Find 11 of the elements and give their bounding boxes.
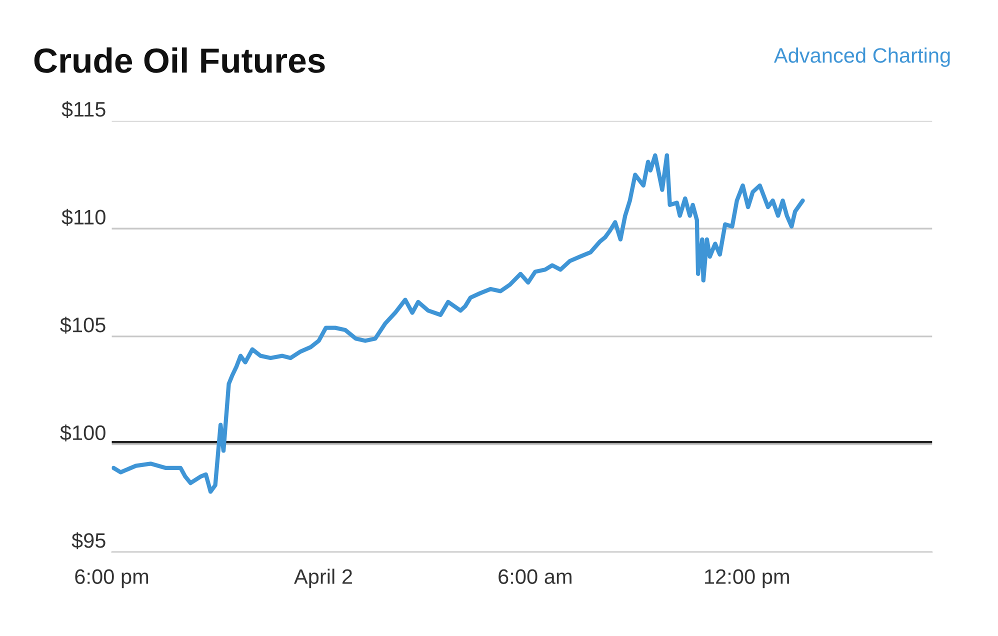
chart-title: Crude Oil Futures bbox=[34, 47, 325, 73]
y-tick-label: $110 bbox=[62, 208, 106, 226]
x-tick-label: April 2 bbox=[294, 568, 352, 588]
y-tick-label: $95 bbox=[72, 532, 106, 550]
y-tick-label: $100 bbox=[60, 424, 106, 442]
x-tick-label: 6:00 am bbox=[498, 569, 572, 584]
x-tick-label: 12:00 pm bbox=[705, 569, 789, 588]
y-tick-label: $105 bbox=[60, 316, 106, 334]
x-tick-label: 6:00 pm bbox=[75, 569, 148, 588]
text: Advanced Charting bbox=[774, 48, 950, 67]
y-tick-label: $115 bbox=[62, 101, 106, 118]
